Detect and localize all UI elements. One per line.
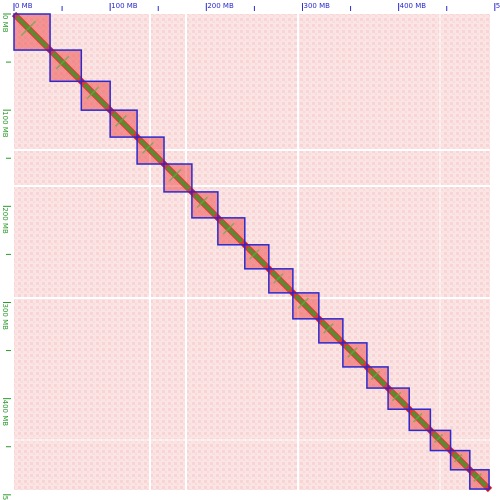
y-tick-label: 300 MB (1, 303, 9, 330)
domain-core (86, 86, 100, 100)
domain-core (111, 111, 136, 136)
domain-core (368, 368, 387, 387)
y-tick-label: 0 MB (1, 15, 9, 33)
domain-core (249, 249, 260, 260)
domain-core (270, 270, 292, 292)
domain-core (410, 410, 429, 429)
domain-core (433, 433, 444, 444)
domain-core (297, 297, 309, 309)
domain-core (347, 347, 358, 358)
domain-core (82, 82, 109, 109)
x-tick-label: 0 MB (15, 2, 33, 10)
y-tick-label: 400 MB (1, 400, 9, 427)
domain-box (163, 163, 193, 193)
domain-box (292, 292, 320, 320)
domain-core (141, 141, 154, 154)
domain-core (344, 344, 366, 366)
domain-core (273, 273, 284, 284)
domain-core (370, 370, 381, 381)
domain-core (452, 452, 469, 469)
domain-core (15, 15, 49, 49)
domain-box (387, 387, 410, 410)
domain-box (13, 13, 51, 51)
domain-core (391, 391, 402, 402)
domain-box (217, 217, 246, 246)
domain-box (342, 342, 368, 368)
domain-core (51, 51, 80, 80)
domain-core (320, 320, 342, 342)
domain-box (268, 268, 294, 294)
domain-core (323, 323, 334, 334)
domain-core (389, 389, 408, 408)
y-tick-label: 500 MB (1, 496, 9, 500)
domain-core (294, 294, 318, 318)
x-tick-label: 400 MB (400, 2, 427, 10)
domain-core (20, 20, 37, 37)
domain-core (222, 222, 235, 235)
y-tick-label: 200 MB (1, 207, 9, 234)
domain-core (473, 473, 482, 482)
domain-core (196, 196, 209, 209)
x-tick-label: 200 MB (207, 2, 234, 10)
domain-box (244, 244, 270, 270)
domain-box (109, 109, 138, 138)
domain-core (453, 453, 463, 463)
domain-box (429, 429, 452, 452)
domain-core (55, 55, 70, 70)
domain-core (115, 115, 127, 127)
domain-box (49, 49, 83, 83)
domain-box (136, 136, 165, 165)
y-tick-label: 100 MB (1, 111, 9, 138)
domain-box (318, 318, 344, 344)
domain-core (138, 138, 163, 163)
domain-core (412, 412, 423, 423)
domain-box (366, 366, 389, 389)
domain-core (169, 169, 182, 182)
domain-core (165, 165, 191, 191)
domain-core (431, 431, 449, 449)
domain-core (246, 246, 268, 268)
x-tick-label: 300 MB (303, 2, 330, 10)
domain-core (471, 471, 488, 488)
domain-box (469, 469, 490, 490)
domain-box (408, 408, 432, 432)
x-tick-label: 500 MB (496, 2, 500, 10)
x-tick-label: 100 MB (111, 2, 138, 10)
domain-box (191, 191, 219, 219)
domain-box (449, 449, 471, 471)
domain-core (193, 193, 217, 217)
domain-box (80, 80, 111, 111)
domain-core (219, 219, 244, 244)
gap-lines (14, 14, 490, 490)
